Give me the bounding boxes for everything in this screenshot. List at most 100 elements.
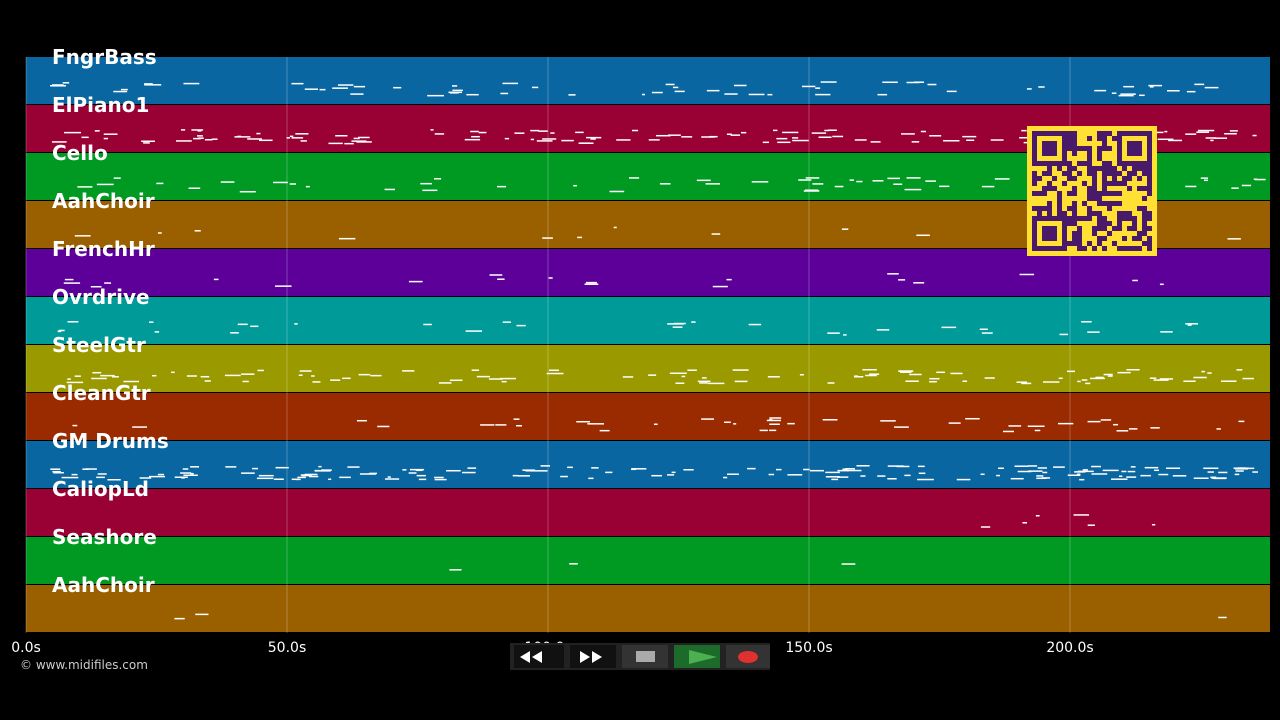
note [917, 478, 934, 481]
note [234, 136, 251, 138]
note [289, 183, 297, 185]
note [1227, 238, 1241, 240]
qr-cell [1062, 236, 1067, 241]
qr-cell [1127, 186, 1132, 191]
note [113, 177, 121, 179]
qr-cell [1052, 161, 1057, 166]
qr-cell [1047, 236, 1052, 241]
note [580, 142, 590, 144]
note [936, 371, 945, 374]
qr-cell [1122, 216, 1127, 221]
qr-cell [1142, 231, 1147, 236]
qr-cell [1067, 191, 1072, 196]
note [90, 285, 102, 288]
note [294, 323, 298, 325]
note [339, 476, 351, 479]
note [446, 469, 461, 472]
note [586, 136, 602, 139]
qr-cell [1127, 176, 1132, 181]
note [91, 377, 107, 380]
note [560, 475, 568, 478]
qr-cell [1042, 186, 1047, 191]
note [149, 321, 154, 323]
note [1185, 185, 1197, 188]
note [536, 140, 553, 142]
note [887, 478, 897, 480]
qr-cell [1107, 161, 1112, 166]
note [63, 282, 81, 284]
qr-cell [1047, 161, 1052, 166]
note [241, 472, 255, 474]
qr-cell [1062, 146, 1067, 151]
note [308, 475, 319, 478]
qr-cell [1117, 136, 1122, 141]
note [769, 418, 773, 421]
note [434, 133, 445, 135]
qr-cell [1062, 211, 1067, 216]
qr-cell [1137, 186, 1142, 191]
stop-button[interactable] [622, 645, 668, 668]
qr-cell [1032, 151, 1037, 156]
note [120, 88, 128, 91]
note [672, 326, 683, 328]
note [344, 142, 354, 145]
qr-cell [1067, 171, 1072, 176]
note [1205, 137, 1217, 139]
note [250, 325, 259, 328]
play-button[interactable] [674, 645, 720, 668]
qr-cell [1057, 166, 1062, 171]
footer: © www.midifiles.com [20, 658, 148, 672]
qr-cell [1102, 191, 1107, 196]
note [1087, 524, 1095, 526]
note [242, 380, 249, 383]
qr-cell [1142, 226, 1147, 231]
note [854, 139, 867, 141]
qr-cell [1047, 166, 1052, 171]
note [452, 85, 458, 87]
note [965, 417, 980, 420]
qr-cell [1077, 246, 1082, 251]
note [894, 426, 909, 428]
track-name: SteelGtr [52, 333, 146, 357]
note [182, 468, 189, 470]
note [1126, 369, 1140, 371]
qr-cell [1127, 131, 1132, 136]
qr-cell [1047, 141, 1052, 146]
note [1118, 475, 1123, 477]
qr-cell [1062, 226, 1067, 231]
qr-cell [1072, 211, 1077, 216]
qr-cell [1062, 161, 1067, 166]
note [174, 476, 188, 479]
note [877, 475, 886, 477]
qr-cell [1117, 161, 1122, 166]
forward-button[interactable] [570, 645, 616, 668]
qr-cell [1072, 176, 1077, 181]
qr-cell [1087, 161, 1092, 166]
note [1094, 89, 1107, 92]
qr-cell [1147, 136, 1152, 141]
note [726, 133, 732, 136]
qr-cell [1142, 131, 1147, 136]
rewind-button[interactable] [514, 645, 564, 668]
note [465, 330, 483, 332]
note [605, 471, 613, 474]
qr-cell [1062, 131, 1067, 136]
note [872, 180, 884, 182]
note [576, 420, 590, 423]
note [1200, 177, 1209, 179]
track-name: CaliopLd [52, 477, 149, 501]
note [1077, 470, 1094, 473]
qr-cell [1092, 166, 1097, 171]
note [452, 89, 463, 92]
qr-cell [1092, 186, 1097, 191]
track-name: FrenchHr [52, 237, 155, 261]
note [188, 187, 201, 189]
time-label: 50.0s [268, 640, 306, 656]
note [668, 134, 681, 136]
note [1168, 139, 1183, 142]
record-button[interactable] [726, 645, 770, 668]
qr-cell [1037, 131, 1042, 136]
qr-cell [1102, 146, 1107, 151]
note [175, 140, 192, 142]
note [827, 382, 835, 384]
